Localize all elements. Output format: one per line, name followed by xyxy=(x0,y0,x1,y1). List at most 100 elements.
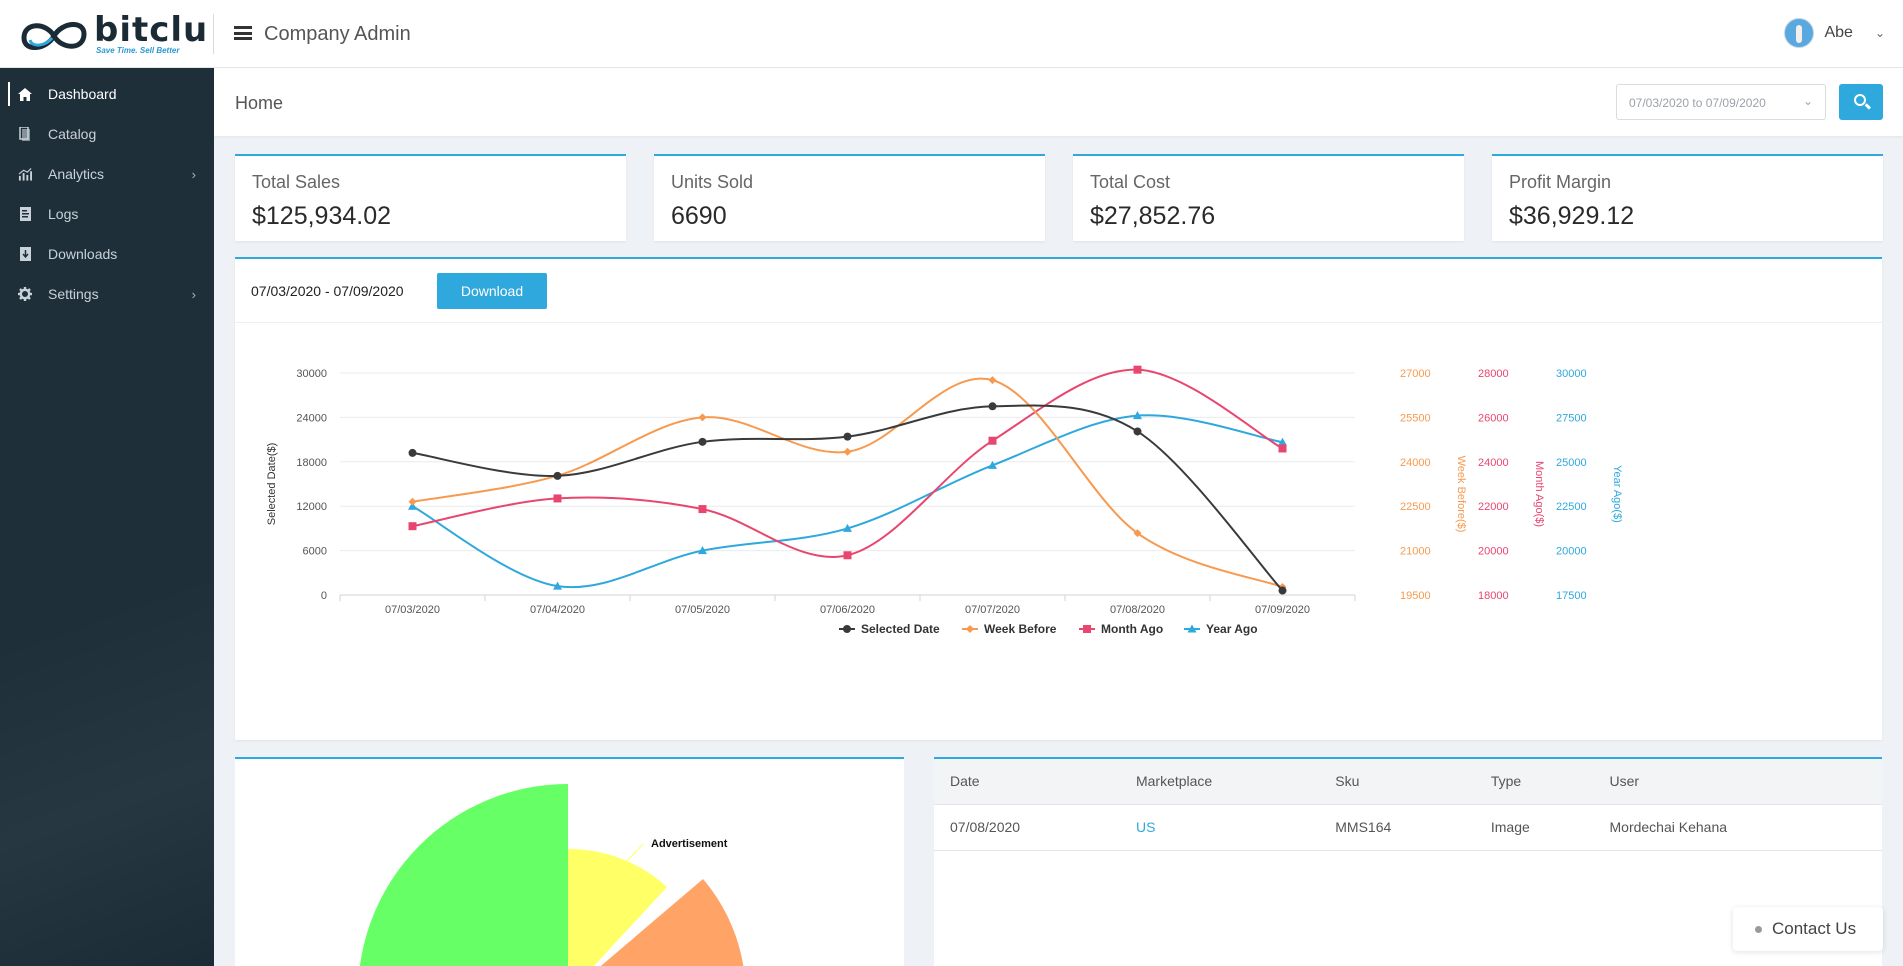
sidebar-item-label: Catalog xyxy=(48,126,97,142)
y-tick-label-3: 20000 xyxy=(1556,546,1587,558)
status-dot-icon xyxy=(1755,926,1762,933)
y-tick-label-2: 18000 xyxy=(1478,590,1509,602)
column-header-date[interactable]: Date xyxy=(934,759,1120,805)
x-tick-label: 07/07/2020 xyxy=(965,604,1020,616)
x-tick-label: 07/06/2020 xyxy=(820,604,875,616)
legend-item-year-ago: Year Ago xyxy=(1206,622,1258,636)
data-point-week-before xyxy=(843,447,852,456)
stat-value: $36,929.12 xyxy=(1509,202,1635,230)
column-header-marketplace[interactable]: Marketplace xyxy=(1119,759,1320,805)
sidebar-item-downloads[interactable]: Downloads xyxy=(0,234,214,274)
y-tick-label-selected: 0 xyxy=(321,590,327,602)
stat-label: Total Sales xyxy=(252,172,341,192)
y-tick-label-1: 22500 xyxy=(1400,501,1431,513)
breadcrumb-home[interactable]: Home xyxy=(235,93,284,113)
activity-table: Date Marketplace Sku Type User 07/08/202… xyxy=(934,759,1882,851)
user-name: Abe xyxy=(1824,24,1853,41)
sidebar-item-logs[interactable]: Logs xyxy=(0,194,214,234)
chevron-right-icon: › xyxy=(191,166,196,182)
gear-icon xyxy=(18,287,32,301)
stat-label: Profit Margin xyxy=(1509,172,1612,192)
data-point-selected-date xyxy=(553,471,562,480)
data-point-selected-date xyxy=(408,448,417,457)
x-tick-label: 07/09/2020 xyxy=(1255,604,1310,616)
y-tick-label-2: 22000 xyxy=(1478,501,1509,513)
legend-marker-0 xyxy=(843,625,851,633)
data-point-month-ago xyxy=(988,436,997,445)
hamburger-menu-icon[interactable] xyxy=(234,26,252,40)
home-icon xyxy=(18,87,32,101)
sales-line-chart: 0 6000 12000 18000 24000 30000 Selected Date($… xyxy=(266,365,1623,636)
header-divider xyxy=(213,14,214,54)
stat-value: $27,852.76 xyxy=(1090,202,1216,230)
y-tick-label-3: 25000 xyxy=(1556,457,1587,469)
stat-card-units-sold: Units Sold 6690 xyxy=(654,154,1045,241)
data-point-year-ago xyxy=(988,460,997,469)
x-tick-label: 07/03/2020 xyxy=(385,604,440,616)
stat-label: Total Cost xyxy=(1090,172,1171,192)
sidebar-item-settings[interactable]: Settings › xyxy=(0,274,214,314)
legend-marker-2 xyxy=(1083,625,1091,633)
sales-chart-card: 07/03/2020 - 07/09/2020 Download 0 6000 12… xyxy=(235,257,1882,740)
sidebar-item-analytics[interactable]: Analytics › xyxy=(0,154,214,194)
y-axis-title-1: Week Before($) xyxy=(1455,456,1467,533)
data-point-year-ago xyxy=(1278,437,1287,446)
y-tick-label-selected: 6000 xyxy=(303,546,327,558)
y-tick-label-selected: 30000 xyxy=(296,368,327,380)
breadcrumb: Home 07/03/2020 to 07/09/2020 ⌄ xyxy=(214,68,1903,136)
x-tick-label: 07/08/2020 xyxy=(1110,604,1165,616)
column-header-type[interactable]: Type xyxy=(1474,759,1594,805)
legend-item-month-ago: Month Ago xyxy=(1101,622,1163,636)
stat-value: 6690 xyxy=(671,202,727,230)
y-tick-label-selected: 18000 xyxy=(296,457,327,469)
y-tick-label-2: 24000 xyxy=(1478,457,1509,469)
pie-label-advertisement: Advertisement xyxy=(651,838,728,850)
legend-marker-1 xyxy=(966,625,974,633)
date-range-value: 07/03/2020 to 07/09/2020 xyxy=(1629,96,1766,110)
sidebar-item-catalog[interactable]: Catalog xyxy=(0,114,214,154)
chart-date-range: 07/03/2020 - 07/09/2020 xyxy=(251,283,404,299)
data-point-month-ago xyxy=(1133,365,1142,374)
column-header-sku[interactable]: Sku xyxy=(1319,759,1475,805)
y-axis-title-2: Month Ago($) xyxy=(1533,461,1545,527)
y-tick-label-1: 19500 xyxy=(1400,590,1431,602)
cell-marketplace-link[interactable]: US xyxy=(1119,804,1320,851)
stat-label: Units Sold xyxy=(671,172,754,192)
y-tick-label-1: 25500 xyxy=(1400,412,1431,424)
pie-slice-green xyxy=(359,784,568,966)
date-range-select[interactable]: 07/03/2020 to 07/09/2020 ⌄ xyxy=(1616,84,1826,120)
y-tick-label-selected: 12000 xyxy=(296,501,327,513)
data-point-week-before xyxy=(988,376,997,385)
data-point-year-ago xyxy=(1133,411,1142,420)
data-point-week-before xyxy=(408,497,417,506)
contact-us-label: Contact Us xyxy=(1772,919,1857,938)
pie-chart-card: Advertisement xyxy=(235,757,904,966)
download-button[interactable]: Download xyxy=(437,273,547,309)
chevron-down-icon: ⌄ xyxy=(1802,94,1813,108)
y-tick-label-selected: 24000 xyxy=(296,412,327,424)
user-menu[interactable]: Abe ⌄ xyxy=(1784,17,1885,49)
sidebar-item-label: Downloads xyxy=(48,246,118,262)
data-point-year-ago xyxy=(843,523,852,532)
logs-icon xyxy=(18,207,32,221)
search-button[interactable] xyxy=(1839,84,1883,120)
cell-user: Mordechai Kehana xyxy=(1593,804,1882,851)
column-header-user[interactable]: User xyxy=(1593,759,1882,805)
downloads-icon xyxy=(18,247,32,261)
data-point-selected-date xyxy=(1133,427,1142,436)
y-tick-label-1: 27000 xyxy=(1400,368,1431,380)
data-point-month-ago xyxy=(1278,444,1287,453)
legend-marker-3 xyxy=(1187,624,1197,633)
stat-card-total-cost: Total Cost $27,852.76 xyxy=(1073,154,1464,241)
x-tick-label: 07/05/2020 xyxy=(675,604,730,616)
activity-table-card: Date Marketplace Sku Type User 07/08/202… xyxy=(934,757,1882,966)
sidebar: Dashboard Catalog Analytics › Logs Downl… xyxy=(0,68,214,966)
data-point-selected-date xyxy=(1278,586,1287,595)
contact-us-button[interactable]: Contact Us xyxy=(1733,907,1883,951)
cell-sku: MMS164 xyxy=(1319,804,1475,851)
bitclu-logo[interactable]: bitclu Save Time. Sell Better xyxy=(16,10,207,58)
y-tick-label-1: 24000 xyxy=(1400,457,1431,469)
stat-card-profit-margin: Profit Margin $36,929.12 xyxy=(1492,154,1883,241)
data-point-week-before xyxy=(1133,529,1142,538)
sidebar-item-dashboard[interactable]: Dashboard xyxy=(0,74,214,114)
